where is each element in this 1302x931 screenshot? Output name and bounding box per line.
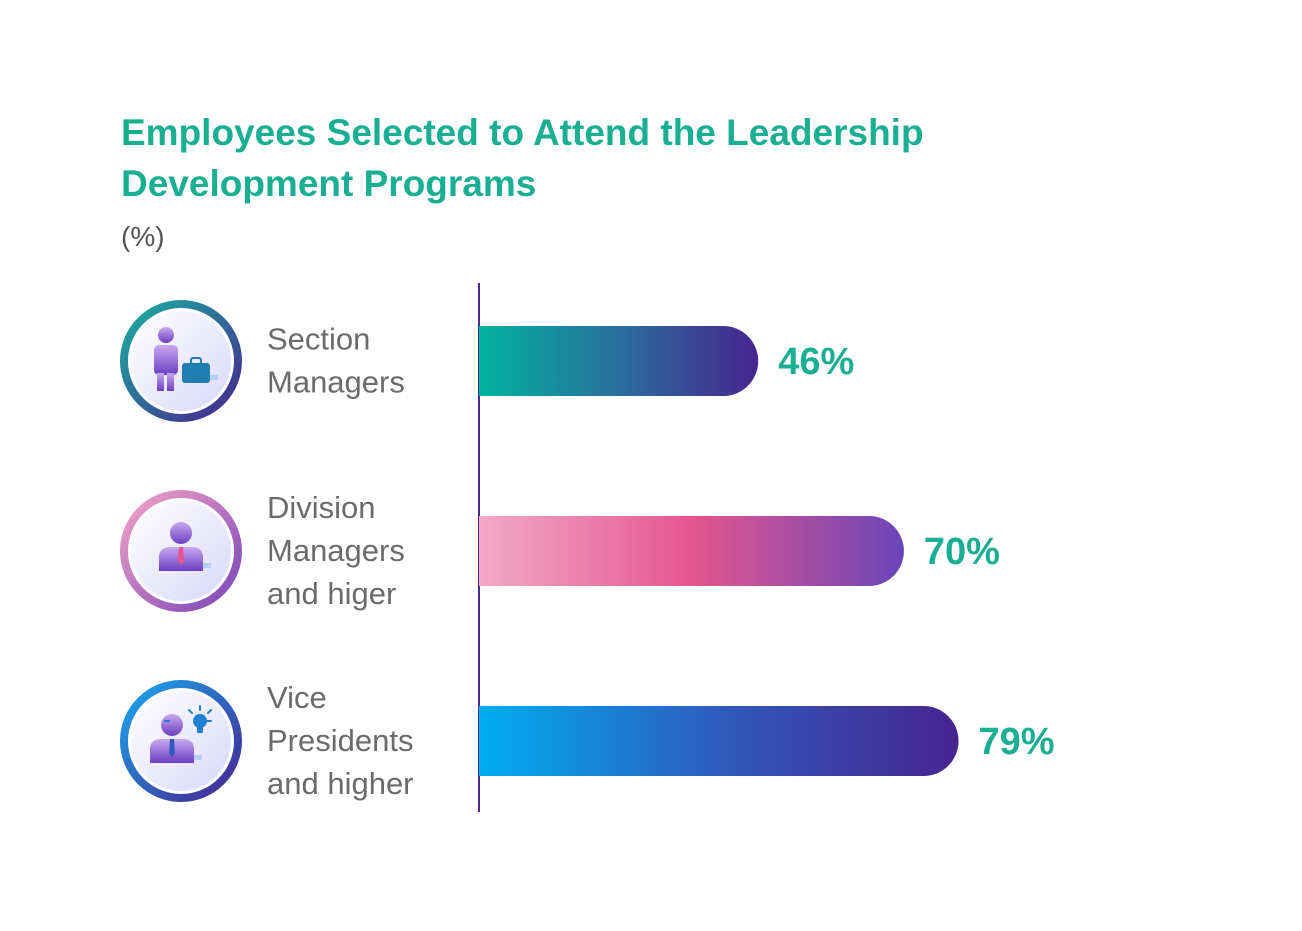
manager-briefcase-icon <box>120 300 242 422</box>
tie-icon <box>169 739 175 757</box>
category-label: Presidents <box>267 723 413 758</box>
category-label: Managers <box>267 365 405 400</box>
category-label: Vice <box>267 680 327 715</box>
category-label: and higer <box>267 576 396 611</box>
bars-layer: Section Managers 46% Division Managers and hi… <box>120 300 1055 802</box>
lightbulb-icon <box>193 714 207 728</box>
icon-ring <box>120 490 242 612</box>
icon-face <box>131 311 231 411</box>
chart-title-line-1: Employees Selected to Attend the Leaders… <box>121 112 924 153</box>
person-head-icon <box>161 714 183 736</box>
chart-subtitle: (%) <box>121 221 165 252</box>
person-head-icon <box>170 522 192 544</box>
category-label: Section <box>267 322 370 357</box>
icon-ring <box>120 300 242 422</box>
person-head-icon <box>158 327 174 343</box>
briefcase-icon <box>182 363 210 383</box>
value-label: 79% <box>979 721 1055 763</box>
bar <box>479 706 959 776</box>
value-label: 46% <box>778 341 854 383</box>
category-label: Division <box>267 490 376 525</box>
chart-title-line-2: Development Programs <box>121 163 536 204</box>
bar-row: Vice Presidents and higher 79% <box>120 680 1055 802</box>
bar <box>479 326 759 396</box>
value-label: 70% <box>924 531 1000 573</box>
category-label: Managers <box>267 533 405 568</box>
person-body-icon <box>154 345 178 375</box>
tie-icon <box>178 547 184 565</box>
icon-ring <box>120 680 242 802</box>
manager-tie-icon <box>120 490 242 612</box>
bar-row: Section Managers 46% <box>120 300 854 422</box>
category-label: and higher <box>267 766 414 801</box>
executive-lightbulb-icon <box>120 680 242 802</box>
bar <box>479 516 904 586</box>
bar-row: Division Managers and higer 70% <box>120 490 1000 612</box>
